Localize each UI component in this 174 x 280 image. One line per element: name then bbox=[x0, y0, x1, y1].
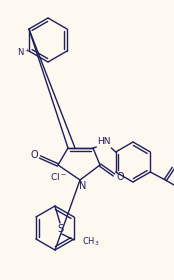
Text: Cl$^-$: Cl$^-$ bbox=[50, 171, 66, 181]
Text: HN: HN bbox=[98, 137, 111, 146]
Text: CH$_3$: CH$_3$ bbox=[82, 236, 100, 248]
Text: O: O bbox=[30, 150, 38, 160]
Text: O: O bbox=[116, 172, 124, 182]
Text: N: N bbox=[79, 181, 87, 191]
Text: N$^+$: N$^+$ bbox=[17, 46, 31, 58]
Text: S: S bbox=[57, 224, 63, 234]
